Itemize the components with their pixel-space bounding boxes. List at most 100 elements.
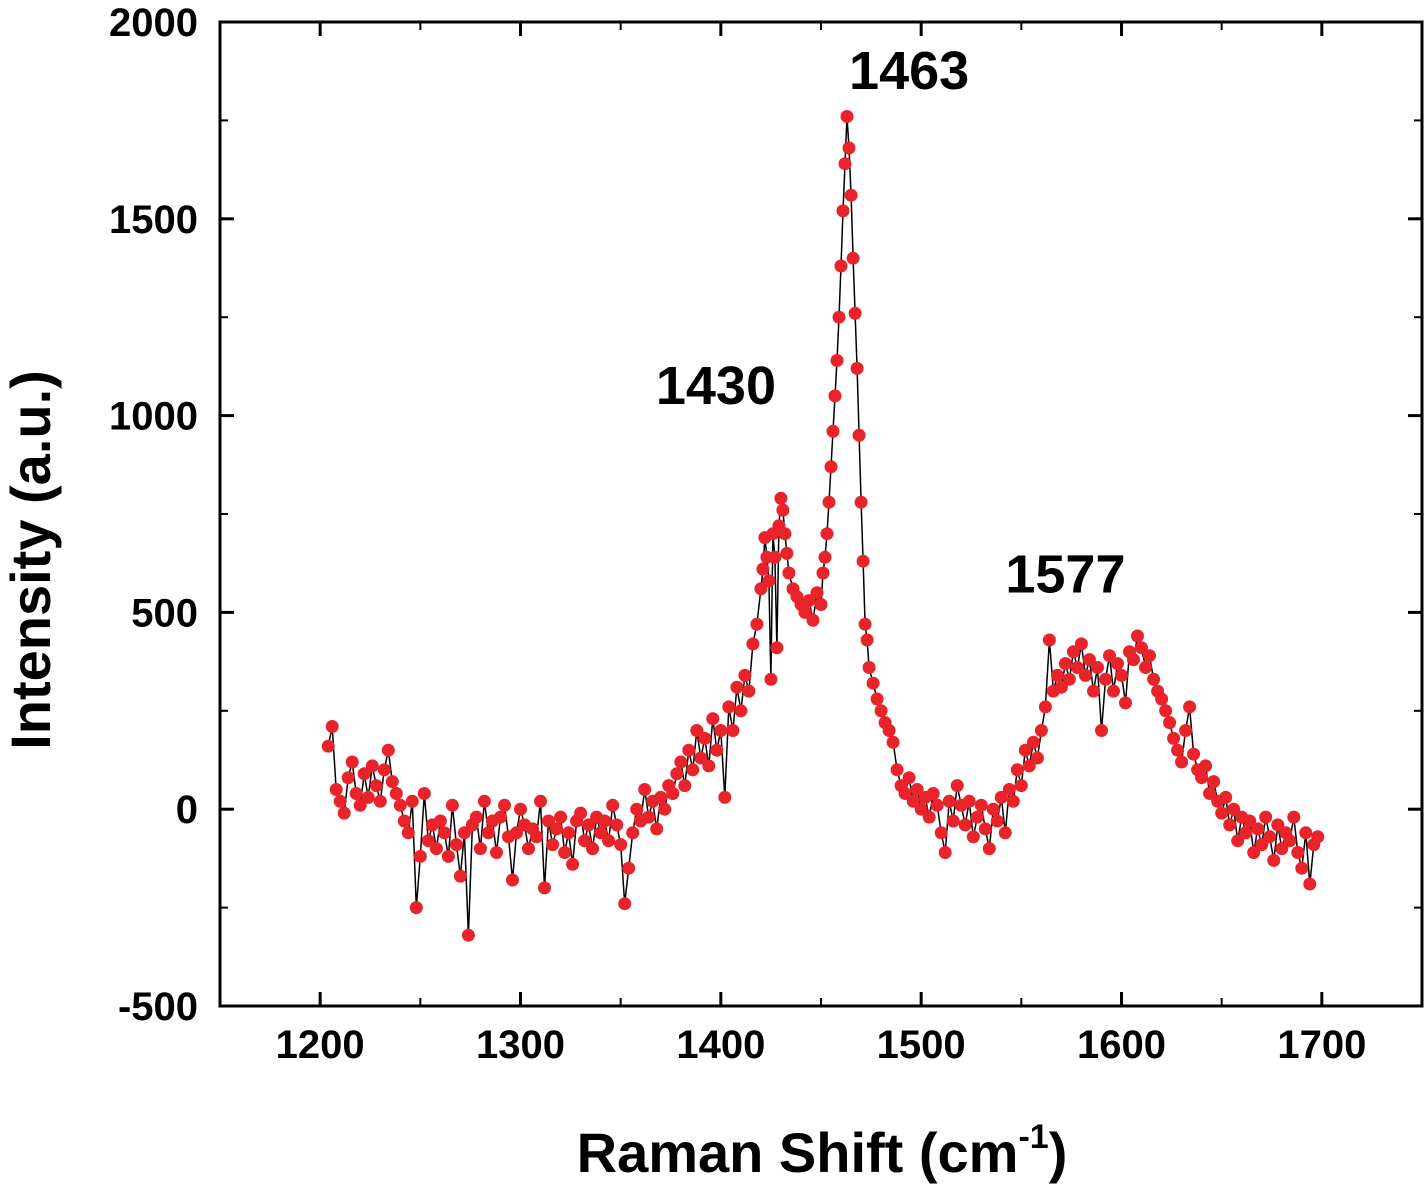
data-point xyxy=(1095,724,1108,737)
data-point xyxy=(1131,629,1144,643)
data-point xyxy=(726,724,740,737)
data-point xyxy=(530,830,543,844)
x-axis-title-end: ) xyxy=(1049,1121,1068,1184)
data-point xyxy=(846,251,860,265)
data-point xyxy=(706,712,720,726)
data-point xyxy=(421,834,435,848)
x-axis-title: Raman Shift (cm-1) xyxy=(577,1118,1068,1184)
data-point xyxy=(856,554,870,568)
data-point xyxy=(1091,661,1104,674)
data-point xyxy=(445,798,459,812)
peak-label: 1577 xyxy=(1005,545,1125,605)
data-point xyxy=(369,779,383,793)
data-point xyxy=(834,259,848,273)
data-point xyxy=(1163,716,1177,730)
data-point xyxy=(1082,653,1096,667)
data-point xyxy=(638,783,652,796)
data-point xyxy=(373,794,387,808)
peak-label: 1463 xyxy=(849,41,969,101)
data-point xyxy=(522,842,535,856)
data-point xyxy=(780,546,794,560)
data-point xyxy=(642,810,656,824)
data-point xyxy=(429,842,443,856)
data-point xyxy=(802,594,816,608)
data-point xyxy=(674,755,688,769)
data-point xyxy=(586,842,600,856)
data-point xyxy=(806,613,820,627)
data-point xyxy=(1139,661,1152,674)
data-point xyxy=(606,798,620,812)
data-point xyxy=(910,783,924,796)
data-point xyxy=(906,794,920,808)
data-point xyxy=(650,822,664,836)
data-point xyxy=(860,633,874,647)
data-point xyxy=(1002,783,1016,796)
data-point xyxy=(377,763,391,777)
data-point xyxy=(1175,755,1189,769)
data-point xyxy=(814,598,828,611)
data-point xyxy=(1231,834,1245,848)
data-point xyxy=(1299,826,1313,840)
data-point xyxy=(882,724,896,737)
data-point xyxy=(494,810,507,824)
data-point xyxy=(1099,672,1112,686)
data-point xyxy=(1006,794,1020,808)
y-axis-ticks: -500 0 500 1000 1500 2000 xyxy=(109,1,1422,1029)
data-point xyxy=(958,818,972,832)
data-point xyxy=(866,676,880,690)
data-point xyxy=(325,720,339,733)
data-point xyxy=(698,731,712,745)
data-point xyxy=(1203,787,1217,800)
data-point xyxy=(774,491,788,505)
data-point xyxy=(1135,641,1148,655)
data-point xyxy=(441,849,455,863)
data-point xyxy=(630,802,644,816)
data-point xyxy=(922,810,936,824)
data-point xyxy=(818,550,832,564)
data-point xyxy=(1042,633,1056,647)
y-axis-title: Intensity (a.u.) xyxy=(0,370,62,750)
data-point xyxy=(1115,668,1128,682)
data-point xyxy=(714,724,728,737)
data-point xyxy=(962,794,976,808)
data-point xyxy=(828,389,842,403)
data-point xyxy=(710,743,724,757)
data-point xyxy=(417,787,431,800)
data-point xyxy=(477,794,491,808)
data-point xyxy=(810,586,824,600)
data-point xyxy=(1287,810,1301,824)
y-tick-label: 1000 xyxy=(109,395,198,439)
data-point xyxy=(1030,751,1044,765)
data-point xyxy=(578,834,592,848)
data-point xyxy=(1247,846,1261,859)
data-point xyxy=(1251,822,1265,836)
data-point xyxy=(776,503,790,517)
data-point xyxy=(401,826,415,840)
data-point xyxy=(848,306,862,320)
data-point xyxy=(746,637,760,651)
data-point xyxy=(554,810,568,824)
data-point xyxy=(850,361,864,375)
data-point xyxy=(602,834,616,848)
data-point xyxy=(1227,802,1241,816)
data-point xyxy=(1267,853,1281,867)
data-point xyxy=(405,794,419,808)
data-point xyxy=(738,668,752,682)
peak-annotations: 1430 1463 1577 xyxy=(656,41,1126,605)
data-point xyxy=(361,790,375,804)
data-point xyxy=(970,810,984,824)
data-point xyxy=(461,928,475,942)
data-point xyxy=(754,582,768,596)
data-point xyxy=(978,822,992,836)
data-point xyxy=(820,527,834,541)
y-tick-label: 0 xyxy=(176,788,198,832)
y-tick-label: 1500 xyxy=(109,198,198,242)
data-point xyxy=(1295,861,1309,875)
data-point xyxy=(678,779,692,793)
data-point xyxy=(702,759,716,773)
data-point xyxy=(582,818,596,832)
data-point xyxy=(1087,684,1100,698)
data-point xyxy=(1275,842,1289,856)
data-point xyxy=(844,188,858,202)
data-point xyxy=(686,763,700,777)
